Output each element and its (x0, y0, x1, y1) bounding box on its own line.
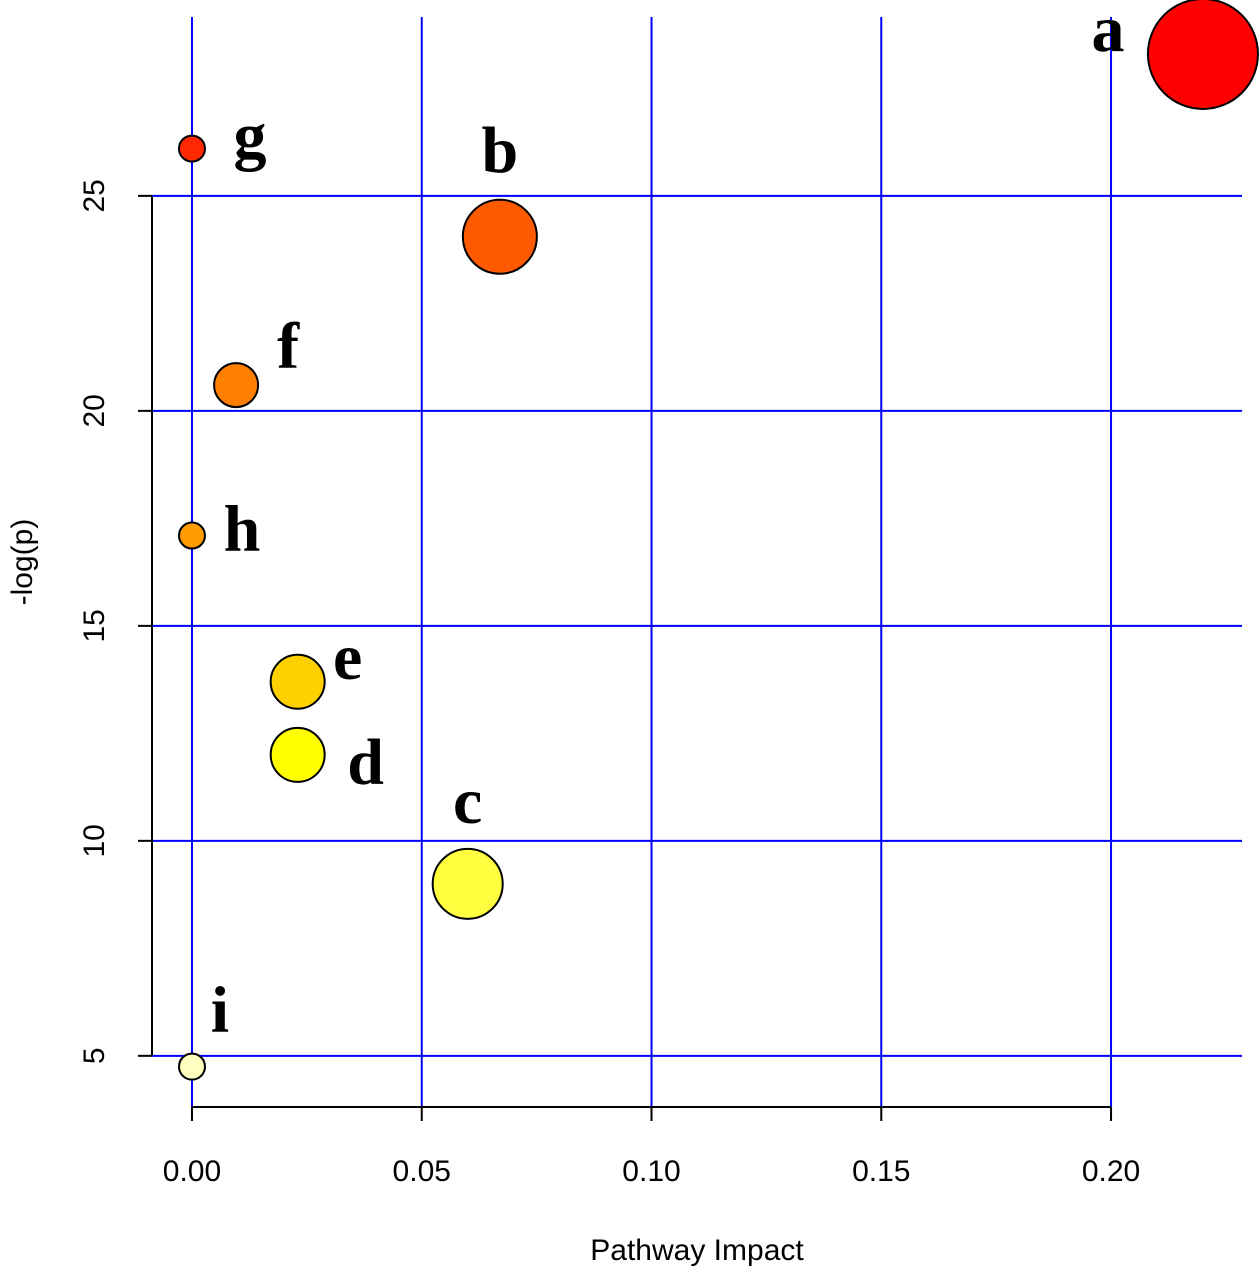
point-label: i (211, 974, 229, 1047)
bubble (269, 653, 326, 710)
bubble (431, 847, 504, 920)
y-tick-label: 10 (78, 824, 111, 857)
point-label: e (333, 621, 362, 694)
bubble (213, 362, 260, 409)
point-label: a (1091, 0, 1124, 66)
x-tick-label: 0.05 (393, 1155, 451, 1188)
point-label: d (347, 726, 384, 799)
x-axis-label: Pathway Impact (590, 1234, 804, 1267)
bubble (461, 198, 538, 275)
bubble (269, 726, 326, 783)
y-tick-label: 15 (78, 609, 111, 642)
point-label: b (482, 114, 519, 187)
y-axis-label: -log(p) (6, 519, 39, 606)
point-label: h (224, 493, 261, 566)
bubble (177, 521, 206, 550)
point-label: c (453, 765, 482, 838)
y-tick-label: 20 (78, 394, 111, 427)
y-tick-label: 5 (78, 1047, 111, 1064)
bubble (177, 1052, 206, 1081)
point-label: g (233, 100, 266, 173)
bubble (177, 134, 206, 163)
bubble (1146, 0, 1259, 110)
x-tick-label: 0.10 (622, 1155, 680, 1188)
x-tick-label: 0.15 (852, 1155, 910, 1188)
y-tick-label: 25 (78, 179, 111, 212)
x-tick-label: 0.20 (1082, 1155, 1140, 1188)
point-label: f (277, 310, 300, 383)
x-tick-label: 0.00 (163, 1155, 221, 1188)
